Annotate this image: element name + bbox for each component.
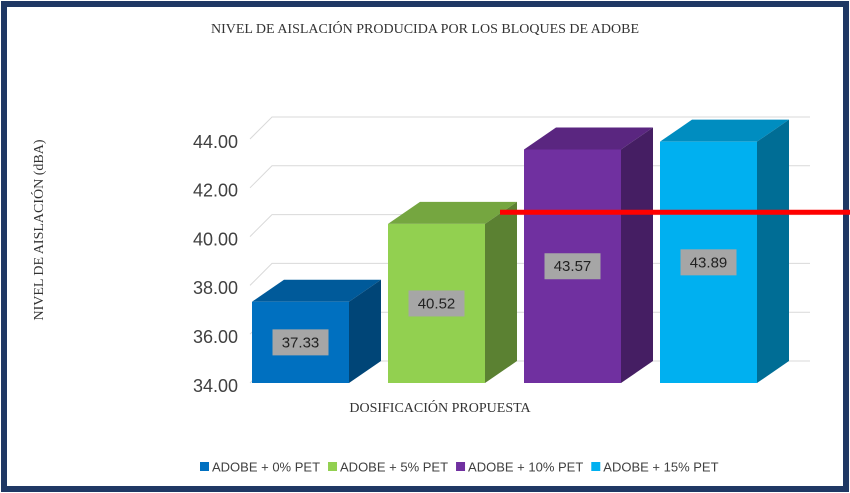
- bar-side: [757, 119, 789, 384]
- legend-swatch: [200, 462, 209, 471]
- value-label-box: [408, 290, 465, 317]
- bar-side: [621, 127, 653, 383]
- legend-label: ADOBE + 0% PET: [212, 459, 320, 474]
- value-label: 43.89: [690, 254, 728, 271]
- y-tick-label: 38.00: [193, 278, 238, 298]
- value-label-box: [272, 329, 329, 356]
- value-label-box: [544, 253, 601, 280]
- bar-top: [388, 201, 517, 224]
- legend-swatch: [456, 462, 466, 471]
- bar-side: [485, 201, 517, 383]
- y-tick-label: 42.00: [193, 181, 238, 201]
- legend-label: ADOBE + 15% PET: [603, 459, 718, 474]
- bar-top: [524, 127, 653, 150]
- grid-line: [249, 116, 810, 140]
- bar-side: [349, 279, 381, 383]
- y-tick-label: 40.00: [193, 229, 238, 249]
- legend-swatch: [591, 462, 601, 471]
- y-axis-label: NIVEL DE AISLACIÓN (dBA): [30, 139, 47, 320]
- legend-swatch: [328, 462, 338, 471]
- x-axis-label: DOSIFICACIÓN PROPUESTA: [349, 399, 531, 416]
- legend-label: ADOBE + 5% PET: [340, 459, 448, 474]
- bar-top: [660, 119, 789, 142]
- value-label: 37.33: [282, 334, 320, 351]
- y-tick-label: 34.00: [193, 376, 238, 396]
- value-label: 43.57: [554, 258, 592, 275]
- value-label: 40.52: [418, 295, 456, 312]
- bar-top: [252, 279, 381, 302]
- y-tick-label: 36.00: [193, 327, 238, 347]
- y-tick-label: 44.00: [193, 132, 238, 152]
- value-label-box: [680, 249, 737, 276]
- legend-label: ADOBE + 10% PET: [468, 459, 583, 474]
- chart-title: NIVEL DE AISLACIÓN PRODUCIDA POR LOS BLO…: [211, 20, 639, 37]
